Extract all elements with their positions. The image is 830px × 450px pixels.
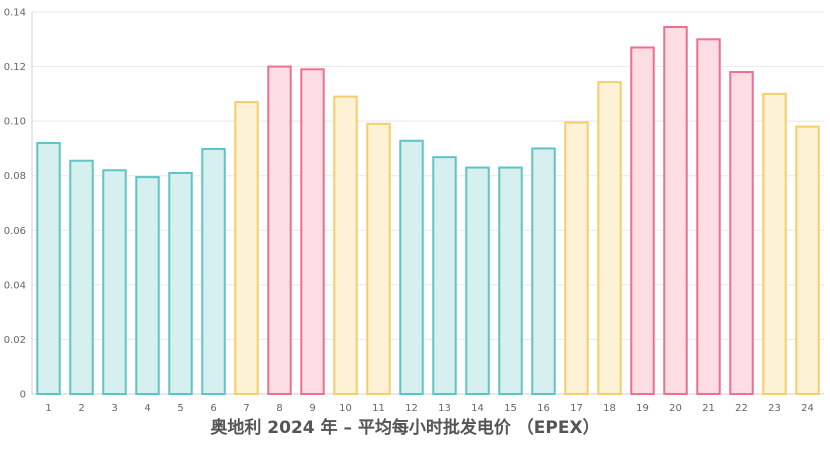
x-tick-label: 17 (570, 403, 583, 414)
y-tick-label: 0.06 (4, 226, 26, 237)
x-tick-label: 2 (78, 403, 84, 414)
bar-2 (69, 159, 94, 395)
bar-9 (300, 68, 325, 396)
bar-24 (795, 125, 820, 395)
y-tick-label: 0.14 (4, 8, 26, 19)
x-tick-label: 18 (603, 403, 616, 414)
x-tick-label: 20 (669, 403, 682, 414)
bar-8 (267, 65, 292, 395)
x-tick-label: 22 (735, 403, 748, 414)
y-tick-label: 0.08 (4, 171, 26, 182)
bar-23 (762, 92, 787, 395)
chart-title: 奥地利 2024 年 – 平均每小时批发电价 （EPEX） (210, 417, 599, 438)
bar-19 (630, 46, 655, 395)
bar-11 (366, 122, 391, 395)
x-tick-label: 10 (339, 403, 352, 414)
x-tick-label: 9 (309, 403, 315, 414)
x-tick-label: 13 (438, 403, 451, 414)
bar-14 (465, 166, 490, 395)
bars (36, 26, 820, 396)
x-tick-label: 5 (177, 403, 183, 414)
bar-13 (432, 156, 457, 395)
x-tick-label: 15 (504, 403, 517, 414)
bar-4 (135, 176, 160, 395)
y-axis: 0 0.02 0.04 0.06 0.08 0.10 0.12 0.14 (4, 8, 33, 401)
y-tick-label: 0.10 (4, 117, 26, 128)
x-tick-label: 1 (45, 403, 51, 414)
x-tick-label: 14 (471, 403, 484, 414)
bar-5 (168, 171, 193, 395)
bar-20 (663, 26, 688, 396)
x-tick-label: 16 (537, 403, 550, 414)
bar-3 (102, 169, 127, 395)
bar-7 (234, 101, 259, 396)
x-tick-label: 12 (405, 403, 418, 414)
x-tick-label: 11 (372, 403, 385, 414)
bar-12 (399, 139, 424, 395)
bar-6 (201, 147, 226, 395)
y-tick-label: 0.04 (4, 280, 26, 291)
x-tick-label: 21 (702, 403, 715, 414)
x-tick-label: 7 (243, 403, 249, 414)
x-tick-label: 4 (144, 403, 150, 414)
bar-1 (36, 141, 61, 395)
bar-22 (729, 71, 754, 396)
x-tick-label: 8 (276, 403, 282, 414)
x-tick-label: 19 (636, 403, 649, 414)
bar-15 (498, 166, 523, 395)
x-axis: 1 2 3 4 5 6 7 8 9 10 11 12 13 14 15 16 17 18 19 20 21 22 23 24 (45, 403, 814, 414)
x-tick-label: 3 (111, 403, 117, 414)
y-tick-label: 0.12 (4, 62, 26, 73)
bar-16 (531, 147, 556, 395)
bar-10 (333, 95, 358, 395)
x-tick-label: 23 (768, 403, 781, 414)
bar-17 (564, 121, 589, 395)
y-tick-label: 0.02 (4, 335, 26, 346)
bar-21 (696, 38, 721, 396)
grid-lines (32, 11, 824, 395)
y-tick-label: 0 (20, 390, 26, 401)
x-tick-label: 6 (210, 403, 216, 414)
bar-18 (597, 81, 622, 395)
x-tick-label: 24 (801, 403, 814, 414)
